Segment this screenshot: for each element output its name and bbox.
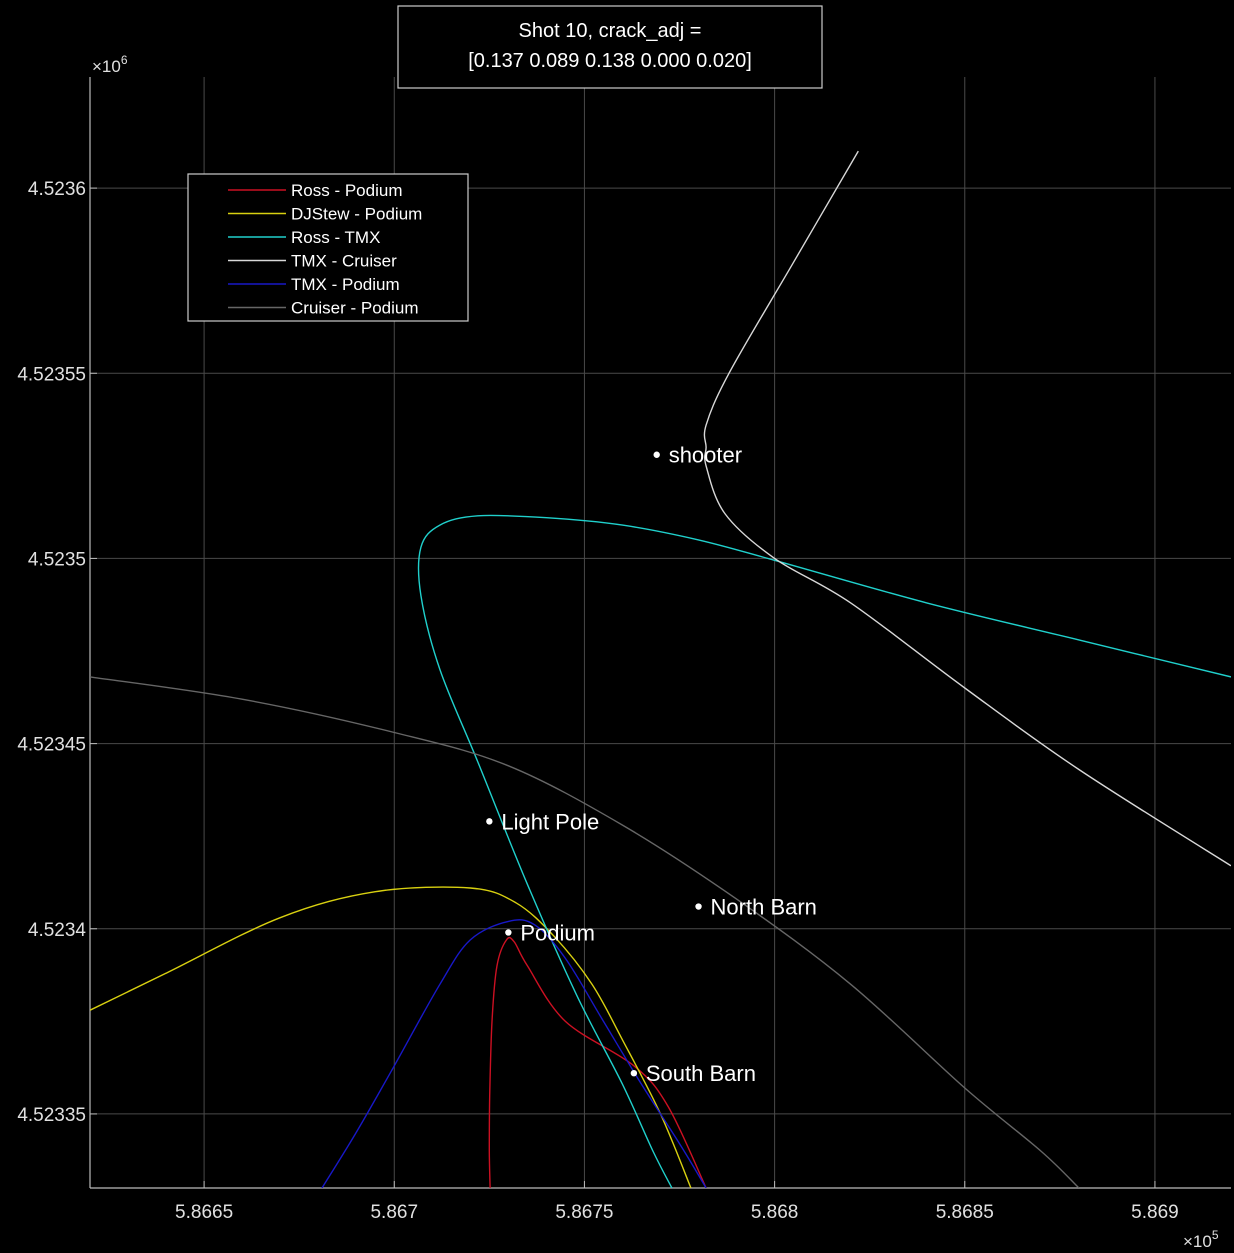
y-tick-label: 4.5235 bbox=[28, 549, 86, 570]
y-axis-exponent: ×106 bbox=[92, 53, 128, 76]
series-line-tmx-cruiser bbox=[703, 150, 1231, 867]
chart-title-box: Shot 10, crack_adj = [0.137 0.089 0.138 … bbox=[397, 5, 823, 89]
y-exponent-base: ×10 bbox=[92, 57, 121, 76]
chart-title-line-2: [0.137 0.089 0.138 0.000 0.020] bbox=[468, 50, 752, 72]
legend-entry-tmx-podium: TMX - Podium bbox=[291, 275, 400, 294]
legend-box bbox=[187, 173, 469, 322]
x-axis-exponent: ×105 bbox=[1183, 1228, 1219, 1251]
series-line-djstew-podium bbox=[90, 886, 692, 1188]
legend-entry-tmx-cruiser: TMX - Cruiser bbox=[291, 252, 397, 271]
x-tick-label: 5.869 bbox=[1131, 1202, 1179, 1223]
legend-entry-djstew-podium: DJStew - Podium bbox=[291, 205, 422, 224]
annotation-group: shooter Light Pole North Barn Podium South B… bbox=[486, 443, 817, 1086]
y-tick-label: 4.52355 bbox=[17, 364, 86, 385]
x-exponent-base: ×10 bbox=[1183, 1232, 1212, 1251]
x-tick-label: 5.8685 bbox=[936, 1202, 994, 1223]
series-line-tmx-podium bbox=[321, 919, 707, 1188]
legend: Ross - Podium DJStew - Podium Ross - TMX TM… bbox=[187, 173, 469, 322]
chart-title-line-1: Shot 10, crack_adj = bbox=[519, 20, 702, 42]
y-tick-label: 4.52335 bbox=[17, 1105, 86, 1126]
x-tick-label: 5.868 bbox=[751, 1202, 799, 1223]
series-line-ross-podium bbox=[488, 936, 707, 1188]
series-line-ross-tmx bbox=[417, 514, 1231, 1188]
x-exponent-power: 5 bbox=[1212, 1228, 1219, 1242]
point-marker-light-pole bbox=[486, 818, 493, 825]
point-label-light-pole: Light Pole bbox=[501, 809, 599, 834]
series-line-cruiser-podium bbox=[90, 676, 1080, 1188]
legend-entry-cruiser-podium: Cruiser - Podium bbox=[291, 299, 419, 318]
point-label-south-barn: South Barn bbox=[646, 1061, 756, 1086]
x-tick-label: 5.8675 bbox=[555, 1202, 613, 1223]
y-tick-label: 4.5234 bbox=[28, 920, 87, 941]
x-tick-label: 5.867 bbox=[370, 1202, 418, 1223]
y-tick-label: 4.5236 bbox=[28, 179, 86, 200]
point-marker-podium bbox=[505, 929, 512, 936]
point-label-podium: Podium bbox=[520, 920, 595, 945]
grid-lines bbox=[90, 77, 1231, 1188]
point-label-shooter: shooter bbox=[669, 443, 742, 468]
y-exponent-power: 6 bbox=[121, 53, 128, 67]
x-tick-label: 5.8665 bbox=[175, 1202, 233, 1223]
axes: 5.8665 5.867 5.8675 5.868 5.8685 5.869 4.52335… bbox=[17, 77, 1231, 1223]
y-tick-label: 4.52345 bbox=[17, 735, 86, 756]
series-group bbox=[90, 150, 1231, 1188]
title-frame bbox=[397, 5, 823, 89]
point-marker-shooter bbox=[653, 451, 660, 458]
legend-entry-ross-podium: Ross - Podium bbox=[291, 181, 402, 200]
point-marker-north-barn bbox=[695, 903, 702, 910]
point-marker-south-barn bbox=[630, 1069, 638, 1077]
point-label-north-barn: North Barn bbox=[711, 895, 817, 920]
legend-entry-ross-tmx: Ross - TMX bbox=[291, 228, 380, 247]
